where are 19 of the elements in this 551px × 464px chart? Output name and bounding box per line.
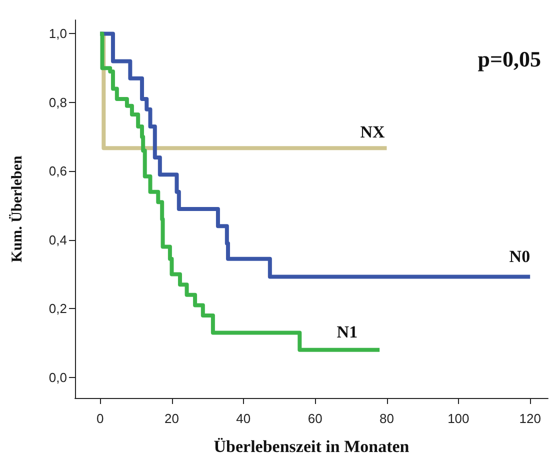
series-label: NX bbox=[360, 122, 386, 142]
annotation: p=0,05 bbox=[478, 46, 542, 72]
y-tick-label: 0,0 bbox=[48, 370, 67, 385]
series-label: N1 bbox=[336, 322, 358, 342]
y-tick-label: 0,2 bbox=[48, 301, 67, 316]
series-label: N0 bbox=[509, 247, 530, 266]
x-tick-label: 120 bbox=[519, 411, 541, 426]
y-tick-label: 1,0 bbox=[48, 26, 67, 42]
x-tick-label: 20 bbox=[164, 411, 179, 426]
x-tick-label: 40 bbox=[236, 411, 251, 426]
x-tick-label: 80 bbox=[380, 411, 394, 426]
x-tick-label: 60 bbox=[308, 411, 322, 426]
y-axis-title: Kum. Überleben bbox=[8, 155, 26, 262]
x-tick-label: 100 bbox=[448, 411, 470, 426]
x-tick-label: 0 bbox=[96, 411, 104, 426]
y-tick-label: 0,8 bbox=[48, 94, 67, 110]
y-tick-label: 0,6 bbox=[48, 164, 67, 179]
x-axis-title: Überlebenszeit in Monaten bbox=[214, 437, 410, 456]
y-tick-label: 0,4 bbox=[48, 232, 67, 248]
